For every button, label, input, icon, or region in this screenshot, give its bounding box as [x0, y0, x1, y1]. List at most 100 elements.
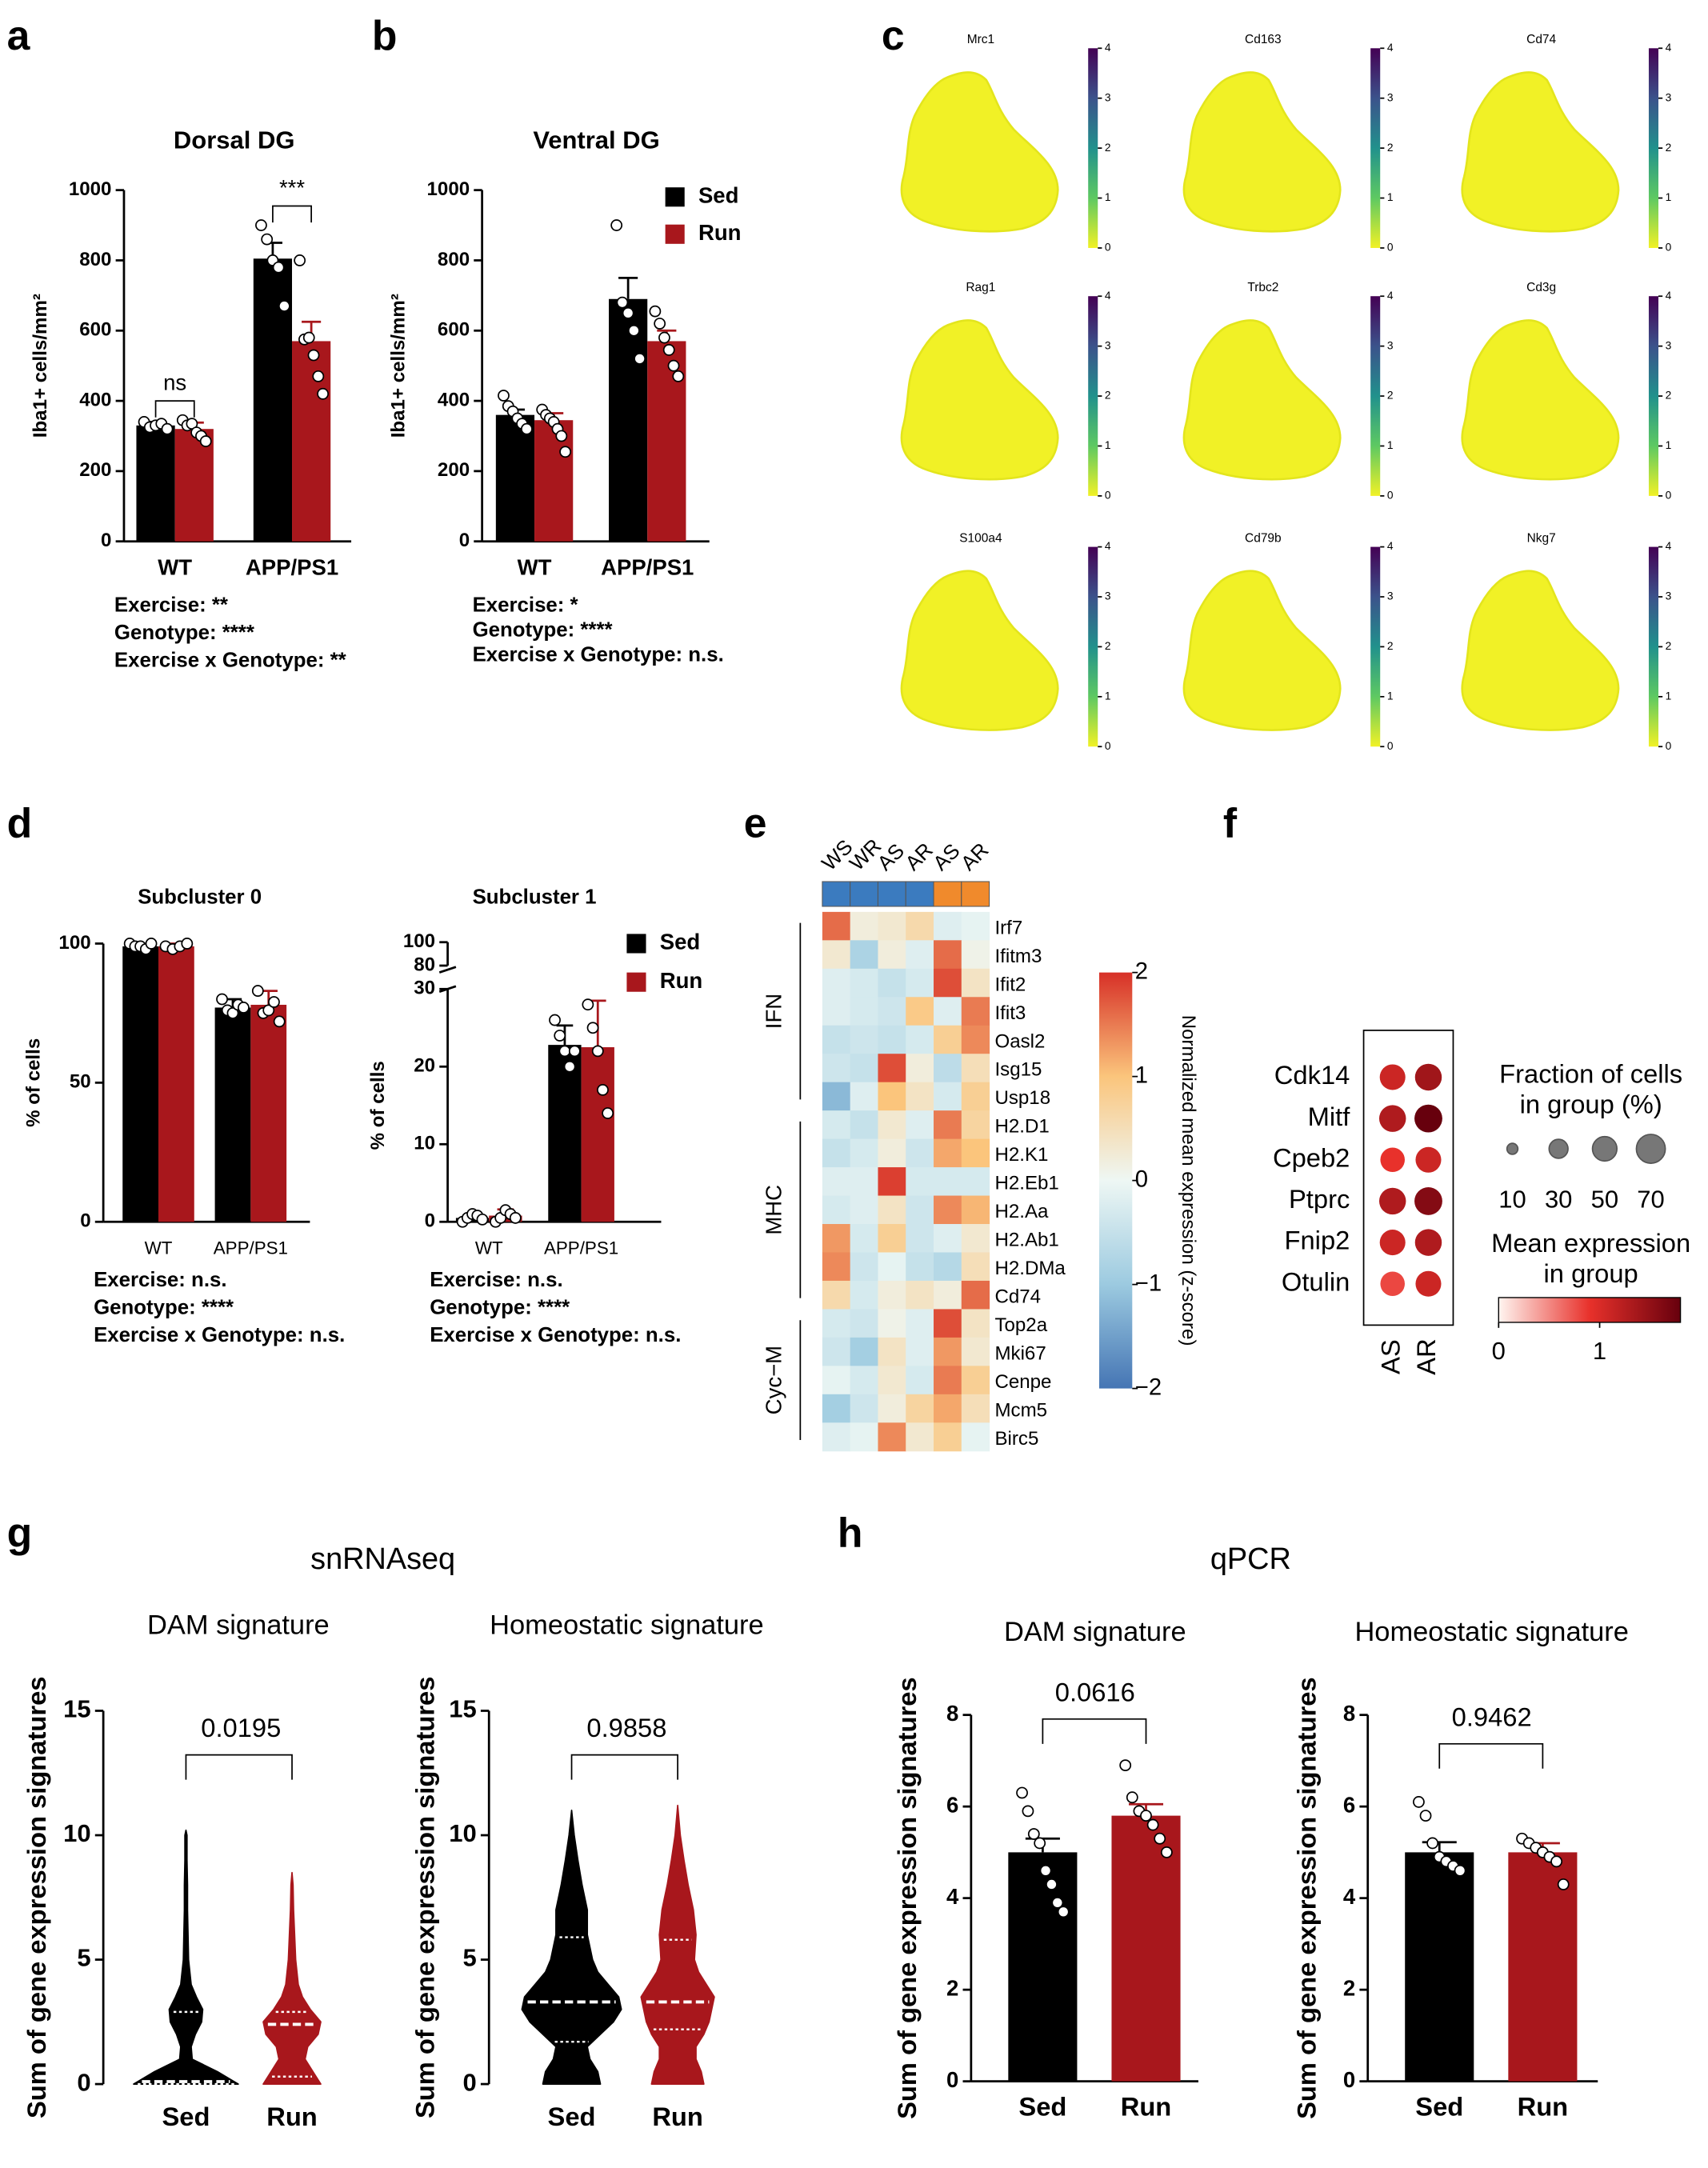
column-color [877, 881, 906, 907]
cell-cloud [1461, 570, 1620, 731]
y-tick-label: 800 [79, 249, 111, 270]
y-tick-label: 4 [1343, 1884, 1356, 1909]
heatmap-cell [961, 1309, 990, 1338]
heatmap-cell [822, 1167, 851, 1197]
panel-letter: f [1223, 800, 1238, 846]
data-point [509, 1212, 522, 1224]
colorbar-tick-label: 2 [1105, 390, 1111, 402]
stats-line: Genotype: **** [430, 1297, 570, 1319]
colorbar [1648, 296, 1659, 496]
bar [609, 298, 648, 542]
data-point [667, 359, 680, 372]
data-point [302, 331, 315, 344]
dot [1380, 1271, 1405, 1297]
heatmap-cell [850, 1224, 878, 1253]
heatmap-cell [906, 1167, 934, 1197]
y-tick-label: 200 [438, 459, 470, 481]
heatmap-cell [961, 1054, 990, 1083]
significance-bracket [154, 400, 195, 418]
data-point [317, 387, 329, 400]
data-point [226, 1007, 239, 1019]
data-point [278, 300, 290, 312]
data-point [268, 996, 280, 1008]
gene-label: Otulin [1282, 1266, 1350, 1296]
column-color [905, 881, 934, 907]
heatmap-cell [934, 1167, 962, 1197]
data-point [658, 331, 670, 344]
colorbar-tick-label: 2 [1387, 142, 1394, 154]
y-tick-label: 15 [449, 1695, 476, 1723]
dot [1414, 1187, 1442, 1215]
heatmap-cell [906, 1280, 934, 1310]
legend-label: Sed [660, 930, 700, 954]
row-label: H2.DMa [994, 1258, 1066, 1279]
data-point [1027, 1828, 1040, 1840]
x-tick-label: Sed [548, 2102, 596, 2131]
x-tick-label: APP/PS1 [544, 1238, 618, 1258]
data-point [1419, 1810, 1432, 1822]
data-point [627, 324, 640, 337]
heatmap-cell [934, 1224, 962, 1253]
heatmap-cell [934, 940, 962, 970]
data-point [1454, 1864, 1466, 1877]
gene-label: Ptprc [1289, 1184, 1350, 1214]
colorbar-tick-label: 3 [1666, 339, 1672, 351]
colorbar [1370, 48, 1381, 248]
stats-line: Exercise x Genotype: n.s. [430, 1324, 681, 1346]
stats-line: Exercise x Genotype: n.s. [94, 1324, 345, 1346]
y-tick-label: 0 [80, 1210, 90, 1232]
umap-cloud [1461, 319, 1620, 481]
row-label: Irf7 [994, 917, 1022, 938]
panel-letter: b [372, 12, 398, 58]
dot [1380, 1147, 1405, 1173]
bar [250, 1004, 287, 1222]
feature-title: Cd74 [1526, 33, 1556, 46]
stats-line: Exercise: n.s. [94, 1269, 226, 1291]
column-color [961, 881, 990, 907]
bar [214, 1007, 251, 1222]
y-tick-label: 5 [77, 1944, 90, 1972]
row-label: Usp18 [994, 1087, 1050, 1109]
bar [292, 341, 331, 542]
data-point [610, 219, 623, 231]
y-axis-label: Sum of gene expression signatures [22, 1677, 51, 2118]
x-tick-label: Run [1121, 2092, 1172, 2122]
chart-title: DAM signature [1004, 1617, 1186, 1647]
heatmap-cell [934, 1025, 962, 1054]
heatmap-cell [906, 1394, 934, 1423]
y-tick-label: 200 [79, 459, 111, 481]
heatmap-cell [934, 1054, 962, 1083]
heatmap-cell [878, 968, 906, 998]
data-point [654, 318, 666, 330]
colorbar-tick-label: 0 [1666, 242, 1672, 254]
data-point [649, 305, 662, 318]
data-point [622, 306, 634, 319]
y-tick-label: 0 [462, 2068, 476, 2096]
umap-cloud [1461, 71, 1620, 233]
data-point [1057, 1906, 1070, 1918]
colorbar-tick-label: 2 [1666, 640, 1672, 652]
violin [640, 1804, 715, 2085]
chart-title: Ventral DG [533, 126, 659, 154]
bar [1508, 1852, 1578, 2082]
y-axis-label: Iba1+ cells/mm² [388, 294, 410, 438]
row-label: Mcm5 [994, 1399, 1047, 1421]
colorbar-tick-label: 4 [1105, 540, 1111, 552]
cell-cloud [900, 71, 1059, 233]
colorbar-tick-label: 4 [1105, 290, 1111, 302]
row-group-label: IFN [762, 994, 786, 1029]
heatmap-cell [850, 1394, 878, 1423]
bar [158, 946, 194, 1222]
data-point [1022, 1805, 1034, 1818]
heatmap-cell [850, 1167, 878, 1197]
row-group-label: MHC [762, 1185, 786, 1235]
colorbar-tick-label: 1 [1105, 191, 1111, 203]
heatmap-cell [906, 1025, 934, 1054]
heatmap-cell [906, 968, 934, 998]
heatmap-cell [934, 968, 962, 998]
panel-letter: h [838, 1509, 863, 1555]
row-label: H2.Eb1 [994, 1173, 1058, 1194]
dot [1414, 1104, 1442, 1133]
data-point [1051, 1896, 1064, 1909]
heatmap-cell [961, 1337, 990, 1366]
